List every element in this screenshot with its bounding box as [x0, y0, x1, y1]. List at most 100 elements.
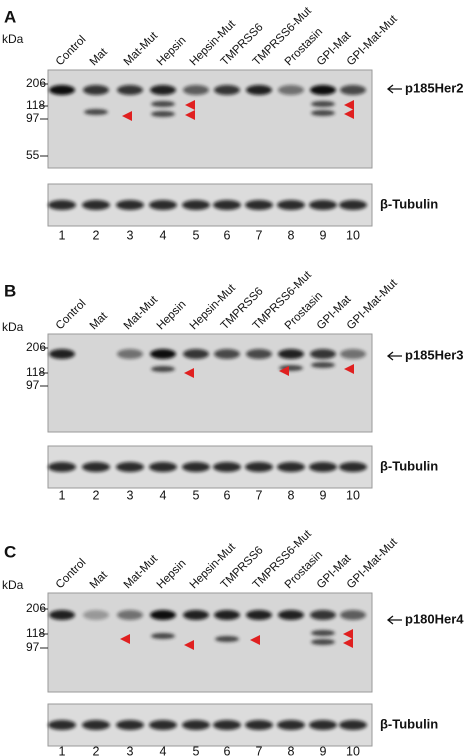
lane-label: Mat: [88, 46, 111, 69]
red-arrowhead: [343, 638, 353, 648]
tubulin-band: [277, 462, 305, 472]
kda-label: kDa: [2, 320, 24, 334]
lane-number: 1: [59, 488, 66, 502]
band: [340, 610, 366, 620]
band: [214, 349, 240, 359]
band: [84, 109, 108, 115]
lane-number: 4: [160, 488, 167, 502]
tubulin-band: [245, 720, 273, 730]
loading-label: β-Tubulin: [380, 458, 438, 473]
lane-number: 5: [193, 228, 200, 242]
label-arrow: [386, 351, 402, 361]
lane-number: 7: [256, 488, 263, 502]
red-arrowhead: [185, 100, 195, 110]
tubulin-band: [339, 720, 367, 730]
kda-label: kDa: [2, 578, 24, 592]
band: [151, 111, 175, 117]
panel-letter: C: [4, 542, 16, 561]
lane-label: GPI-Mat-Mut: [345, 13, 401, 69]
tubulin-band: [182, 720, 210, 730]
red-arrowhead: [185, 110, 195, 120]
lane-label: Hepsin: [155, 557, 189, 591]
label-arrow: [386, 84, 402, 94]
tubulin-band: [339, 200, 367, 210]
lane-number: 3: [127, 228, 134, 242]
lane-number: 9: [320, 488, 327, 502]
tubulin-band: [149, 462, 177, 472]
tubulin-band: [309, 462, 337, 472]
lane-label: Control: [54, 34, 89, 69]
tubulin-band: [82, 200, 110, 210]
lane-number: 2: [93, 488, 100, 502]
band-label: p185Her2: [405, 80, 464, 95]
red-arrowhead: [279, 366, 289, 376]
loading-label: β-Tubulin: [380, 196, 438, 211]
blot: [47, 333, 373, 433]
lane-label: Mat: [88, 569, 111, 592]
tubulin-band: [182, 200, 210, 210]
band: [278, 85, 304, 95]
tubulin-band: [245, 200, 273, 210]
lane-number: 9: [320, 744, 327, 756]
marker-label: 97: [26, 111, 40, 125]
lane-number: 8: [288, 744, 295, 756]
lane-number: 10: [346, 488, 360, 502]
band: [183, 349, 209, 359]
lane-number: 5: [193, 488, 200, 502]
tubulin-band: [182, 462, 210, 472]
red-arrowhead: [344, 100, 354, 110]
tubulin-band: [213, 720, 241, 730]
blot: [47, 69, 373, 169]
band: [311, 101, 335, 107]
band: [215, 636, 239, 642]
band: [246, 85, 272, 95]
band: [310, 349, 336, 359]
band: [214, 610, 240, 620]
tubulin-band: [309, 200, 337, 210]
lane-label: Mat: [88, 310, 111, 333]
lane-number: 6: [224, 488, 231, 502]
red-arrowhead: [344, 109, 354, 119]
tubulin-band: [116, 200, 144, 210]
red-arrowhead: [120, 634, 130, 644]
band: [49, 349, 75, 359]
band: [278, 349, 304, 359]
tubulin-band: [309, 720, 337, 730]
band: [49, 610, 75, 620]
band: [311, 630, 335, 636]
marker-label: 206: [26, 76, 46, 90]
red-arrowhead: [344, 364, 354, 374]
marker-label: 55: [26, 148, 40, 162]
tubulin-band: [116, 720, 144, 730]
lane-number: 6: [224, 228, 231, 242]
lane-number: 6: [224, 744, 231, 756]
red-arrowhead: [343, 629, 353, 639]
tubulin-band: [245, 462, 273, 472]
lane-number: 1: [59, 228, 66, 242]
band: [183, 610, 209, 620]
band: [83, 85, 109, 95]
band: [150, 610, 176, 620]
band-label: p185Her3: [405, 347, 464, 362]
band: [183, 85, 209, 95]
tubulin-band: [213, 200, 241, 210]
band: [340, 85, 366, 95]
marker-label: 118: [26, 98, 45, 112]
lane-number: 8: [288, 228, 295, 242]
tubulin-band: [277, 720, 305, 730]
band: [340, 349, 366, 359]
lane-number: 5: [193, 744, 200, 756]
tubulin-band: [149, 200, 177, 210]
red-arrowhead: [184, 640, 194, 650]
band: [117, 85, 143, 95]
band: [311, 639, 335, 645]
band: [83, 610, 109, 620]
panel-letter: A: [4, 7, 16, 26]
band-label: p180Her4: [405, 611, 464, 626]
band: [150, 85, 176, 95]
band: [310, 610, 336, 620]
lane-label: Mat-Mut: [122, 293, 161, 332]
band: [246, 349, 272, 359]
red-arrowhead: [250, 635, 260, 645]
